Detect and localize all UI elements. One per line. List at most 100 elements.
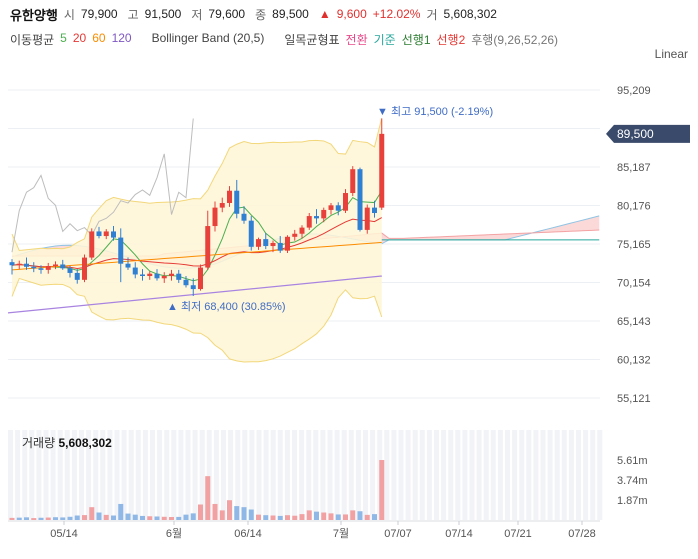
candle [343, 193, 348, 211]
volume-bar [89, 507, 95, 520]
volume-bar [256, 514, 261, 520]
volume-bg-bar [284, 430, 290, 520]
volume-bg-bar [576, 430, 581, 520]
change-value: 9,600 [336, 7, 367, 21]
volume-bg-bar [29, 430, 35, 520]
volume-bar [306, 510, 312, 520]
volume-bar [111, 515, 116, 520]
candle [111, 231, 116, 238]
candle [357, 169, 363, 230]
volume-y-tick-label: 3.74m [617, 475, 648, 487]
high-value: 91,500 [144, 7, 182, 21]
volume-bar [321, 512, 327, 520]
x-tick-label: 07/07 [384, 528, 412, 540]
volume-bar [343, 514, 348, 520]
ma-120: 120 [111, 31, 132, 45]
candle [364, 207, 370, 230]
candle [219, 203, 225, 208]
candle [328, 205, 334, 210]
y-tick-label: 95,209 [617, 85, 651, 97]
volume-bar [169, 517, 174, 520]
volume-bg-bar [497, 430, 503, 520]
candle [234, 190, 240, 214]
change-pct: +12.02% [372, 7, 421, 21]
candle [45, 266, 51, 270]
volume-bar [364, 514, 370, 520]
scale-toggle[interactable]: Linear [654, 47, 688, 61]
candle [227, 190, 232, 204]
volume-bg-bar [313, 430, 319, 520]
volume-bar [53, 517, 58, 520]
candle [372, 207, 377, 213]
bollinger-label[interactable]: Bollinger Band (20,5) [151, 31, 265, 45]
volume-title: 거래량 5,608,302 [22, 434, 112, 451]
candle [38, 268, 44, 270]
indicator-legend[interactable]: 이동평균 5 20 60 120 Bollinger Band (20,5) 일… [10, 31, 558, 48]
volume-bar [125, 513, 131, 520]
volume-bar [67, 516, 73, 520]
volume-bg-bar [8, 430, 13, 520]
candle [350, 169, 356, 194]
volume-bg-bar [15, 430, 21, 520]
volume-bar [372, 514, 377, 520]
volume-bg-bar [22, 430, 28, 520]
candle [198, 267, 203, 290]
y-tick-label: 80,176 [617, 201, 651, 213]
volume-bg-bar [526, 430, 532, 520]
volume-bar [263, 515, 269, 520]
x-tick-label: 6월 [166, 527, 182, 540]
volume-bg-bar [164, 430, 170, 520]
close-value: 89,500 [272, 7, 309, 21]
volume-bg-bar [64, 430, 70, 520]
ichimoku-label[interactable]: 일목균형표 [284, 33, 340, 47]
volume-bar [357, 511, 363, 520]
volume-bar [292, 515, 298, 520]
volume-bar [219, 510, 225, 520]
candle [60, 264, 66, 269]
ma120-line [7, 275, 382, 314]
volume-bar [31, 518, 37, 520]
candle [335, 205, 341, 211]
y-tick-label: 75,165 [617, 239, 651, 251]
volume-bg-bar [505, 430, 510, 520]
volume-title-value: 5,608,302 [58, 436, 112, 450]
volume-bar [183, 514, 189, 520]
y-tick-label: 65,143 [617, 316, 651, 328]
candles [9, 118, 385, 296]
change-arrow: ▲ [318, 7, 331, 21]
y-tick-label: 70,154 [617, 278, 651, 290]
volume-bg-bar [334, 430, 340, 520]
volume-bg-bar [150, 430, 155, 520]
volume-bar [335, 514, 341, 520]
candle [321, 209, 327, 219]
bollinger-fill [12, 118, 382, 363]
volume-bg-bar [185, 430, 191, 520]
volume-bar [60, 517, 66, 520]
x-tick-label: 7월 [333, 527, 349, 540]
ichimoku-span1: 선행1 [401, 33, 431, 47]
candle [16, 263, 22, 266]
volume-bg-bar [249, 430, 255, 520]
volume-bg-bar [512, 430, 518, 520]
ma-label[interactable]: 이동평균 [10, 33, 55, 47]
volume-bg-bar [540, 430, 546, 520]
candle [74, 272, 80, 280]
candle [241, 213, 247, 221]
volume-bg-bar [469, 430, 475, 520]
volume-bg-bar [419, 430, 425, 520]
ma-60: 60 [92, 31, 106, 45]
ichimoku-base: 기준 [373, 33, 396, 47]
price-header: 유한양행 시 79,900 고 91,500 저 79,600 종 89,500 ▲ 9,… [10, 4, 501, 24]
min-annotation: ▲ 최저 68,400 (30.85%) [167, 300, 286, 313]
candle [82, 257, 87, 280]
y-tick-label: 85,187 [617, 162, 651, 174]
volume-bg-bar [270, 430, 276, 520]
volume-bg-bar [277, 430, 283, 520]
candle [103, 231, 109, 237]
candle [270, 242, 276, 247]
volume-bg-bar [490, 430, 496, 520]
volume-bar [103, 514, 109, 520]
candle [299, 227, 305, 234]
volume-bar [205, 476, 211, 520]
